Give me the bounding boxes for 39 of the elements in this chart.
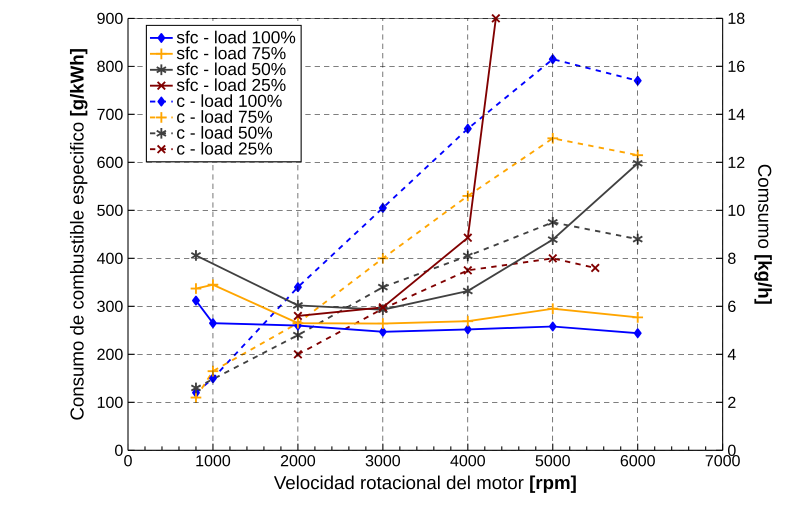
y-tick-label: 300	[97, 300, 123, 312]
y-tick-label: 900	[97, 12, 123, 24]
legend-label: c - load 100%	[177, 94, 282, 107]
legend-label: c - load 25%	[177, 142, 272, 155]
y2-tick-label: 12	[728, 156, 744, 168]
legend-label: sfc - load 75%	[176, 46, 286, 60]
y2-tick-label: 2	[728, 396, 736, 408]
y2-tick-label: 16	[728, 60, 744, 72]
legend-label: c - load 75%	[177, 110, 272, 123]
x-tick-label: 5000	[536, 455, 570, 466]
y2-tick-label: 14	[728, 108, 745, 120]
y-tick-label: 600	[97, 156, 123, 168]
y-tick-label: 200	[97, 348, 123, 360]
y-tick-label: 400	[96, 252, 123, 264]
y-tick-label: 800	[97, 60, 123, 72]
x-tick-label: 3000	[366, 455, 400, 466]
y-axis-title: Consumo de combustible especifico [g/kWh]	[70, 49, 88, 420]
y2-tick-label: 10	[728, 204, 745, 216]
y-tick-label: 0	[115, 444, 123, 456]
legend-label: sfc - load 50%	[176, 62, 286, 76]
y-tick-label: 500	[97, 204, 123, 216]
x-tick-label: 2000	[280, 455, 316, 466]
x-tick-label: 0	[124, 455, 132, 466]
y2-tick-label: 18	[728, 12, 744, 24]
x-tick-label: 7000	[706, 455, 740, 466]
x-tick-label: 6000	[620, 455, 655, 466]
y2-tick-label: 6	[728, 300, 736, 312]
x-tick-label: 4000	[450, 455, 485, 466]
legend-label: sfc - load 25%	[176, 78, 286, 92]
y2-tick-label: 0	[728, 444, 736, 456]
y-tick-label: 700	[97, 108, 123, 120]
x-axis-title: Velocidad rotacional del motor [rpm]	[274, 476, 576, 493]
y2-axis-title: Comsumo [kg/h]	[754, 164, 772, 304]
y2-tick-label: 8	[728, 252, 736, 264]
y-tick-label: 100	[98, 396, 123, 408]
legend-label: c - load 50%	[177, 126, 272, 139]
x-tick-label: 1000	[196, 455, 230, 466]
y2-tick-label: 4	[728, 348, 736, 360]
legend-label: sfc - load 100%	[176, 30, 296, 44]
